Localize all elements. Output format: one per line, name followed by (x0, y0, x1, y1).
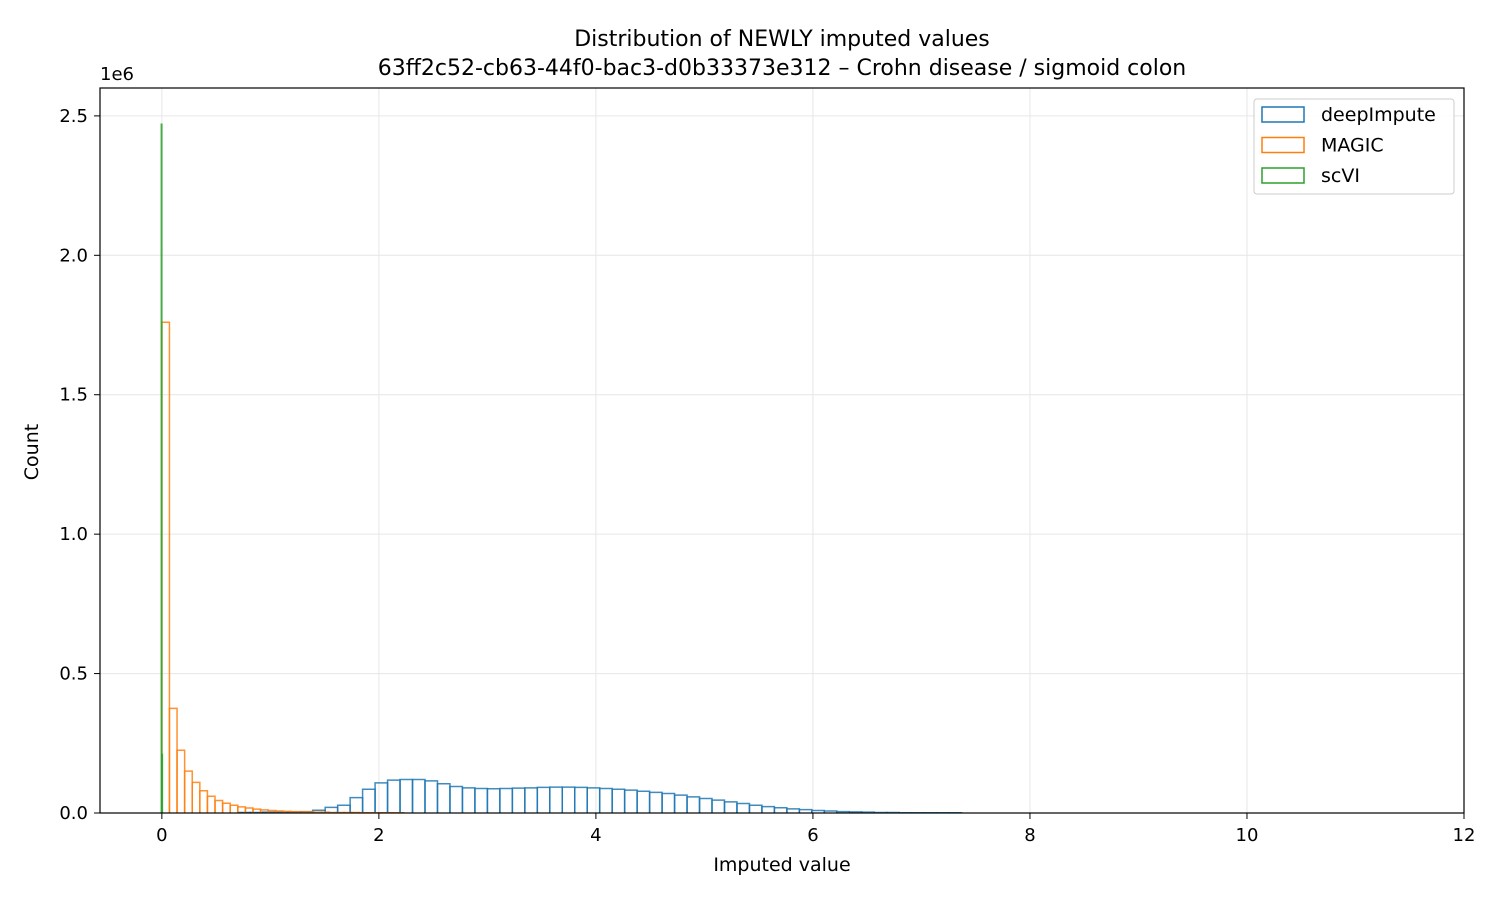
y-tick-label: 0.5 (59, 664, 88, 685)
chart-subtitle: 63ff2c52-cb63-44f0-bac3-d0b33373e312 – C… (378, 56, 1187, 81)
x-axis-ticks: 0 2 4 6 8 10 12 (156, 813, 1475, 846)
y-axis-label: Count (21, 424, 43, 480)
x-tick-label: 12 (1453, 825, 1476, 846)
x-tick-label: 4 (590, 825, 601, 846)
y-tick-label: 2.0 (59, 245, 88, 266)
y-tick-label: 0.0 (59, 803, 88, 824)
x-tick-label: 0 (156, 825, 167, 846)
x-tick-label: 2 (373, 825, 384, 846)
y-tick-label: 2.5 (59, 106, 88, 127)
y-offset-label: 1e6 (100, 64, 134, 85)
legend-swatch-deepimpute (1261, 106, 1305, 123)
plot-frame (99, 87, 1465, 814)
x-axis-label: Imputed value (713, 854, 850, 876)
series-deepimpute (237, 778, 963, 814)
chart-title: Distribution of NEWLY imputed values (574, 27, 990, 52)
x-tick-label: 8 (1024, 825, 1035, 846)
x-tick-label: 10 (1236, 825, 1259, 846)
legend-label-deepimpute: deepImpute (1321, 104, 1436, 126)
legend-label-magic: MAGIC (1321, 135, 1384, 157)
y-tick-label: 1.5 (59, 385, 88, 406)
histogram-bar-scvi (161, 753, 164, 813)
y-tick-label: 1.0 (59, 524, 88, 545)
series-scvi (160, 123, 164, 813)
legend-swatch-magic (1261, 136, 1305, 154)
histogram-bar-scvi (160, 123, 163, 813)
legend: deepImpute MAGIC scVI (1253, 98, 1455, 195)
y-axis-ticks: 0.0 0.5 1.0 1.5 2.0 2.5 (59, 106, 100, 824)
legend-label-scvi: scVI (1321, 165, 1360, 187)
legend-swatch-scvi (1261, 167, 1305, 184)
x-tick-label: 6 (807, 825, 818, 846)
